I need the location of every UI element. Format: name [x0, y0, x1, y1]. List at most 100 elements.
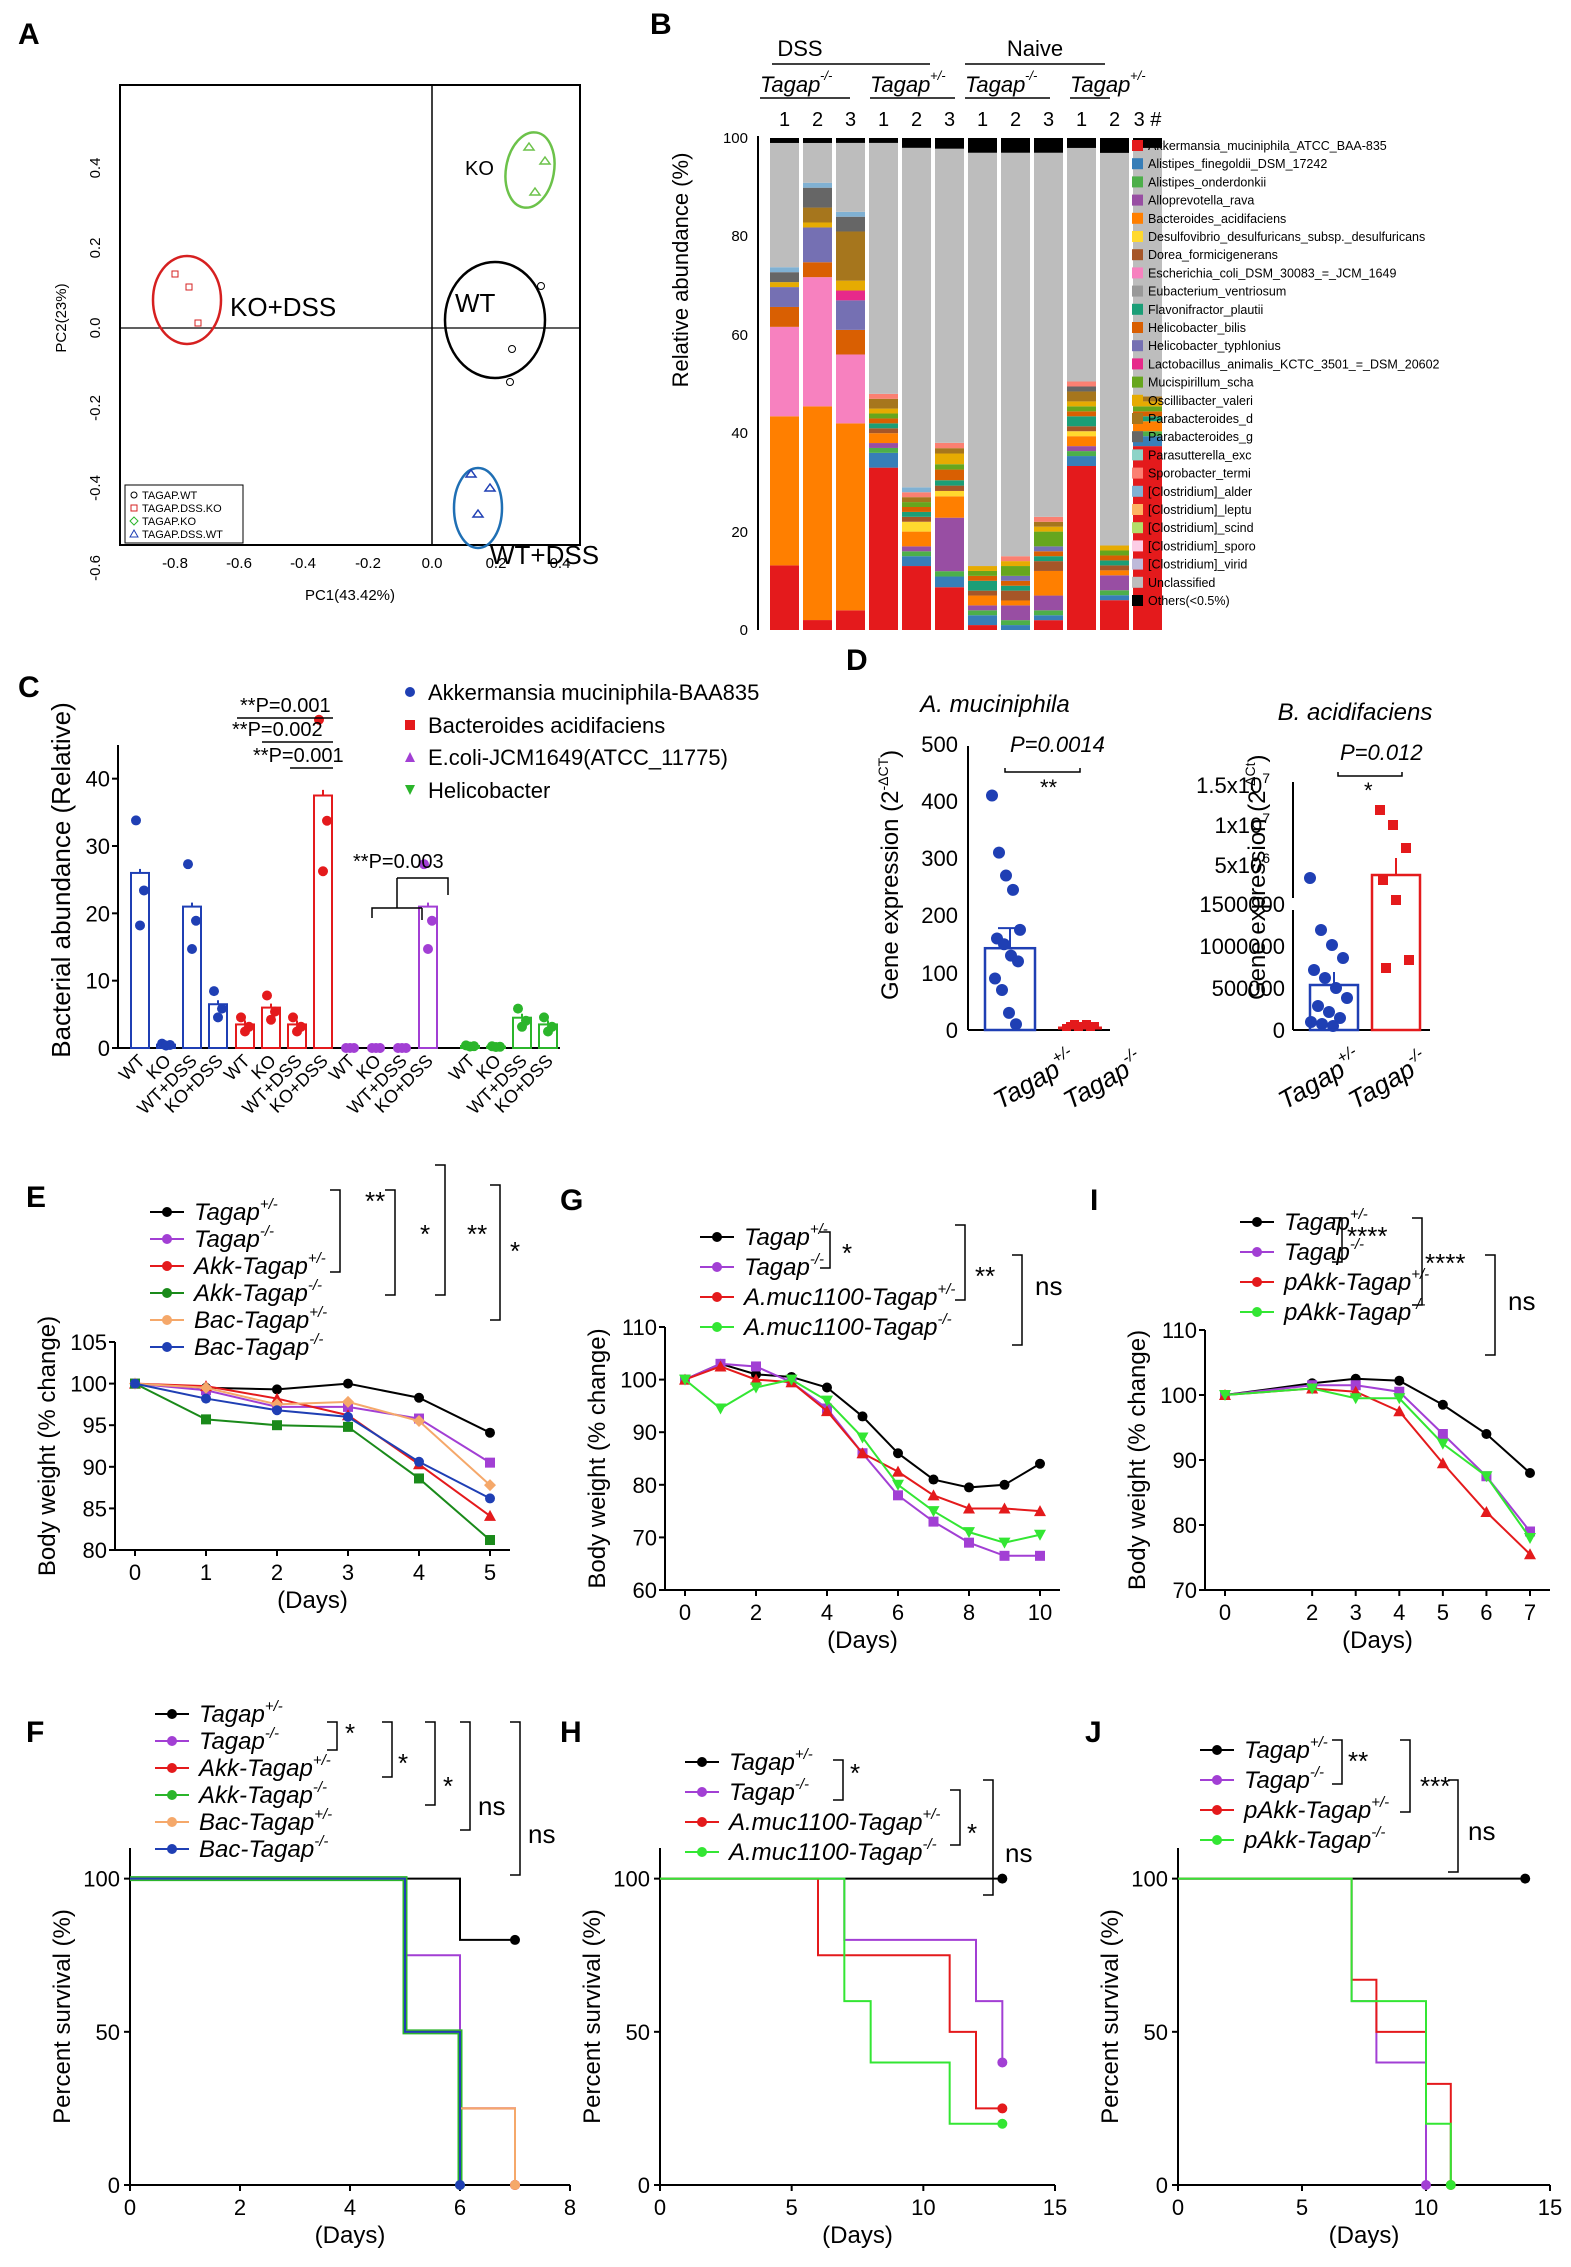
stack-segment — [1067, 416, 1096, 427]
stack-segment — [1133, 138, 1162, 148]
stack-segment — [1034, 620, 1063, 630]
stack-segment — [1067, 401, 1096, 407]
svg-text:-0.6: -0.6 — [226, 555, 252, 572]
stack-segment — [836, 138, 865, 143]
y-tick: 100 — [70, 1372, 107, 1397]
stack-segment — [1034, 521, 1063, 527]
svg-text:Gene expression (2-ΔCt): Gene expression (2-ΔCt) — [1242, 755, 1271, 1000]
x-tick: 0 — [1172, 2195, 1184, 2220]
series-point — [201, 1414, 211, 1425]
d1-y-label: Gene expression (2-ΔCT) — [875, 750, 904, 1000]
pca-y-ticks: 0.4 0.2 0.0 -0.2 -0.4 -0.6 — [87, 158, 104, 581]
legend-entry: Tagap+/- — [1284, 1206, 1368, 1236]
svg-text:0.0: 0.0 — [422, 555, 443, 572]
x-axis-label: (Days) — [277, 1587, 348, 1614]
legend-entry: Helicobacter_bilis — [1148, 321, 1246, 335]
series-point — [1393, 1405, 1406, 1417]
stack-segment — [968, 595, 997, 606]
stack-segment — [935, 464, 964, 470]
legend-entry: Tagap-/- — [199, 1725, 279, 1755]
legend-entry: Mucispirillum_scha — [1148, 376, 1254, 390]
series-point — [893, 1490, 903, 1501]
y-tick: 70 — [633, 1525, 657, 1550]
stack-segment — [803, 142, 832, 183]
y-tick: 0 — [98, 1036, 110, 1061]
data-point — [187, 944, 197, 955]
data-point — [989, 972, 1001, 985]
stack-segment — [836, 610, 865, 630]
stack-segment — [869, 418, 898, 424]
series-point — [964, 1482, 974, 1493]
pca-x-label: PC1(43.42%) — [305, 587, 395, 604]
series-point — [484, 1479, 496, 1492]
series-point — [751, 1361, 761, 1372]
panel-b-genotypes: Tagap -/- Tagap +/- Tagap -/- Tagap +/- — [760, 68, 1146, 97]
stack-segment — [1133, 421, 1162, 432]
stack-segment — [1034, 615, 1063, 621]
stack-segment — [1034, 526, 1063, 532]
series-point — [1480, 1506, 1493, 1517]
stack-segment — [935, 496, 964, 518]
svg-text:300: 300 — [921, 846, 958, 871]
stack-segment — [902, 507, 931, 512]
series-point — [1524, 1548, 1536, 1560]
panel-e: E 80 85 90 95 100 105 0 1 2 3 4 5 (Days) Body weight (… — [26, 1164, 520, 1614]
stack-segment — [968, 610, 997, 616]
panel-j: J 0 50 100 0 5 10 15 (Days) Percent survival (%) T… — [1085, 1716, 1562, 2249]
data-point — [266, 1014, 276, 1025]
panel-c-legend: Akkermansia muciniphila-BAA835 Bacteroid… — [405, 680, 759, 803]
data-point — [161, 1040, 171, 1051]
panel-g: G 60 70 80 90 100 110 0 2 4 6 8 10 (Days) Body weight … — [560, 1184, 1062, 1654]
x-tick: 10 — [1414, 2195, 1438, 2220]
series-point — [343, 1411, 353, 1422]
series-point — [414, 1456, 424, 1467]
y-tick: 100 — [83, 1867, 120, 1892]
stack-segment — [902, 492, 931, 498]
panel-b-y-label: Relative abundance (%) — [668, 153, 693, 388]
stack-segment — [935, 448, 964, 454]
stack-segment — [935, 148, 964, 443]
data-point — [986, 789, 998, 802]
series-line — [684, 1378, 1041, 1544]
series-line — [134, 1382, 491, 1500]
sample-number: 3 — [1043, 109, 1054, 131]
bar — [130, 871, 150, 1050]
stack-segment — [1100, 545, 1129, 551]
data-point — [1010, 1018, 1022, 1031]
legend-entry: Others(<0.5%) — [1148, 594, 1230, 608]
y-tick: 95 — [83, 1413, 107, 1438]
panel-b: B DSS Naive Tagap -/- Tagap +/- Tagap -/- T… — [650, 8, 1440, 639]
svg-text:Helicobacter: Helicobacter — [428, 778, 550, 803]
significance: **** — [1347, 1221, 1387, 1251]
stack-segment — [902, 502, 931, 507]
series-point — [998, 1502, 1011, 1514]
data-point — [1319, 972, 1331, 984]
x-axis-label: (Days) — [1329, 2222, 1400, 2249]
x-tick: 15 — [1043, 2195, 1067, 2220]
stack-segment — [1001, 575, 1030, 581]
series-point — [857, 1411, 868, 1422]
stack-segment — [1067, 138, 1096, 148]
stack-segment — [1001, 585, 1030, 591]
data-point — [1070, 1020, 1079, 1027]
stack-segment — [770, 142, 799, 268]
svg-text:-0.2: -0.2 — [87, 395, 104, 421]
series-point — [963, 1502, 975, 1514]
series-point — [821, 1405, 833, 1417]
stack-segment — [1001, 580, 1030, 586]
x-tick: 2 — [750, 1600, 762, 1625]
y-axis-label: Body weight (% change) — [34, 1316, 61, 1576]
stack-segment — [968, 590, 997, 596]
stack-segment — [968, 580, 997, 591]
significance: ** — [975, 1261, 995, 1291]
stack-segment — [1001, 590, 1030, 601]
legend-entry: Alloprevotella_rava — [1148, 194, 1254, 208]
legend-swatch — [1132, 285, 1143, 297]
stack-segment — [968, 625, 997, 630]
data-point — [209, 986, 219, 997]
data-point — [292, 1026, 302, 1037]
d2-pvalue: P=0.012 — [1340, 740, 1423, 765]
survival-endpoint — [1445, 2180, 1456, 2190]
d2-y-ticks: 0 500000 1000000 1500000 5x106 1x107 1.5… — [1196, 770, 1285, 1043]
y-tick: 100 — [613, 1867, 650, 1892]
